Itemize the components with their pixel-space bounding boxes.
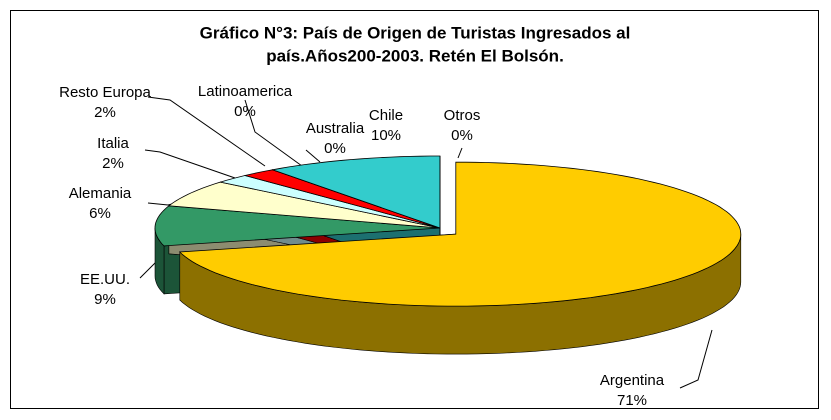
leader-line	[147, 96, 266, 167]
leader-line	[244, 99, 303, 167]
slice-value-label: 2%	[94, 104, 116, 121]
leader-line	[679, 329, 713, 389]
leader-line	[305, 149, 321, 163]
slice-label: Otros	[444, 107, 481, 124]
slice-label: Resto Europa	[59, 84, 151, 101]
leader-line	[457, 147, 463, 159]
slice-value-label: 6%	[89, 205, 111, 222]
slice-value-label: 71%	[617, 392, 647, 409]
slice-value-label: 0%	[234, 103, 256, 120]
chart-title: Gráfico N°3: País de Origen de Turistas …	[200, 23, 631, 42]
slice-value-label: 2%	[102, 155, 124, 172]
slice-label: Italia	[97, 135, 129, 152]
slice-label: Chile	[369, 107, 403, 124]
slice	[167, 181, 441, 229]
slice-label: Latinoamerica	[198, 83, 293, 100]
slice	[270, 155, 441, 229]
slice-value-label: 10%	[371, 127, 401, 144]
slice-value-label: 0%	[451, 127, 473, 144]
slice-value-label: 0%	[324, 140, 346, 157]
slice-value-label: 9%	[94, 291, 116, 308]
slice-label: Alemania	[69, 185, 132, 202]
leader-line	[144, 149, 236, 179]
slice-label: Argentina	[600, 372, 665, 389]
slice-label: Australia	[306, 120, 365, 137]
slice-label: EE.UU.	[80, 271, 130, 288]
slice	[178, 161, 742, 307]
chart-title: país.Años200-2003. Retén El Bolsón.	[266, 46, 564, 65]
slice	[154, 205, 441, 247]
